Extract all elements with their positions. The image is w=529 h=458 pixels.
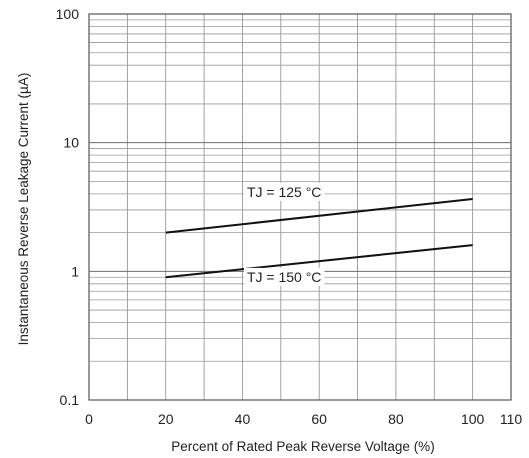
- x-axis-label: Percent of Rated Peak Reverse Voltage (%…: [171, 439, 434, 454]
- y-tick-label: 10: [63, 135, 79, 151]
- plot-frame: [88, 13, 512, 401]
- series-label-background: [243, 267, 325, 286]
- y-axis-label: Instantaneous Reverse Leakage Current (µ…: [16, 73, 31, 346]
- series-line: [165, 244, 473, 279]
- x-tick-label: 40: [235, 411, 251, 427]
- x-tick-label: 100: [461, 411, 485, 427]
- y-tick-label: 0.1: [60, 392, 80, 408]
- x-tick-label: 80: [388, 411, 404, 427]
- series-label-background: [243, 182, 325, 201]
- series-annotations: TJ = 125 °C TJ = 150 °C: [243, 182, 325, 286]
- y-tick-label: 100: [56, 6, 80, 22]
- plot-border: [88, 13, 512, 401]
- x-tick-label: 20: [158, 411, 174, 427]
- grid: [89, 14, 511, 400]
- series-line: [165, 198, 473, 234]
- x-tick-label: 60: [311, 411, 327, 427]
- x-tick-label: 0: [85, 411, 93, 427]
- x-tick-label: 110: [500, 411, 523, 427]
- y-tick-label: 1: [71, 263, 79, 279]
- series-lines: [165, 198, 473, 279]
- series-label: TJ = 150 °C: [247, 269, 321, 285]
- series-label: TJ = 125 °C: [247, 184, 321, 200]
